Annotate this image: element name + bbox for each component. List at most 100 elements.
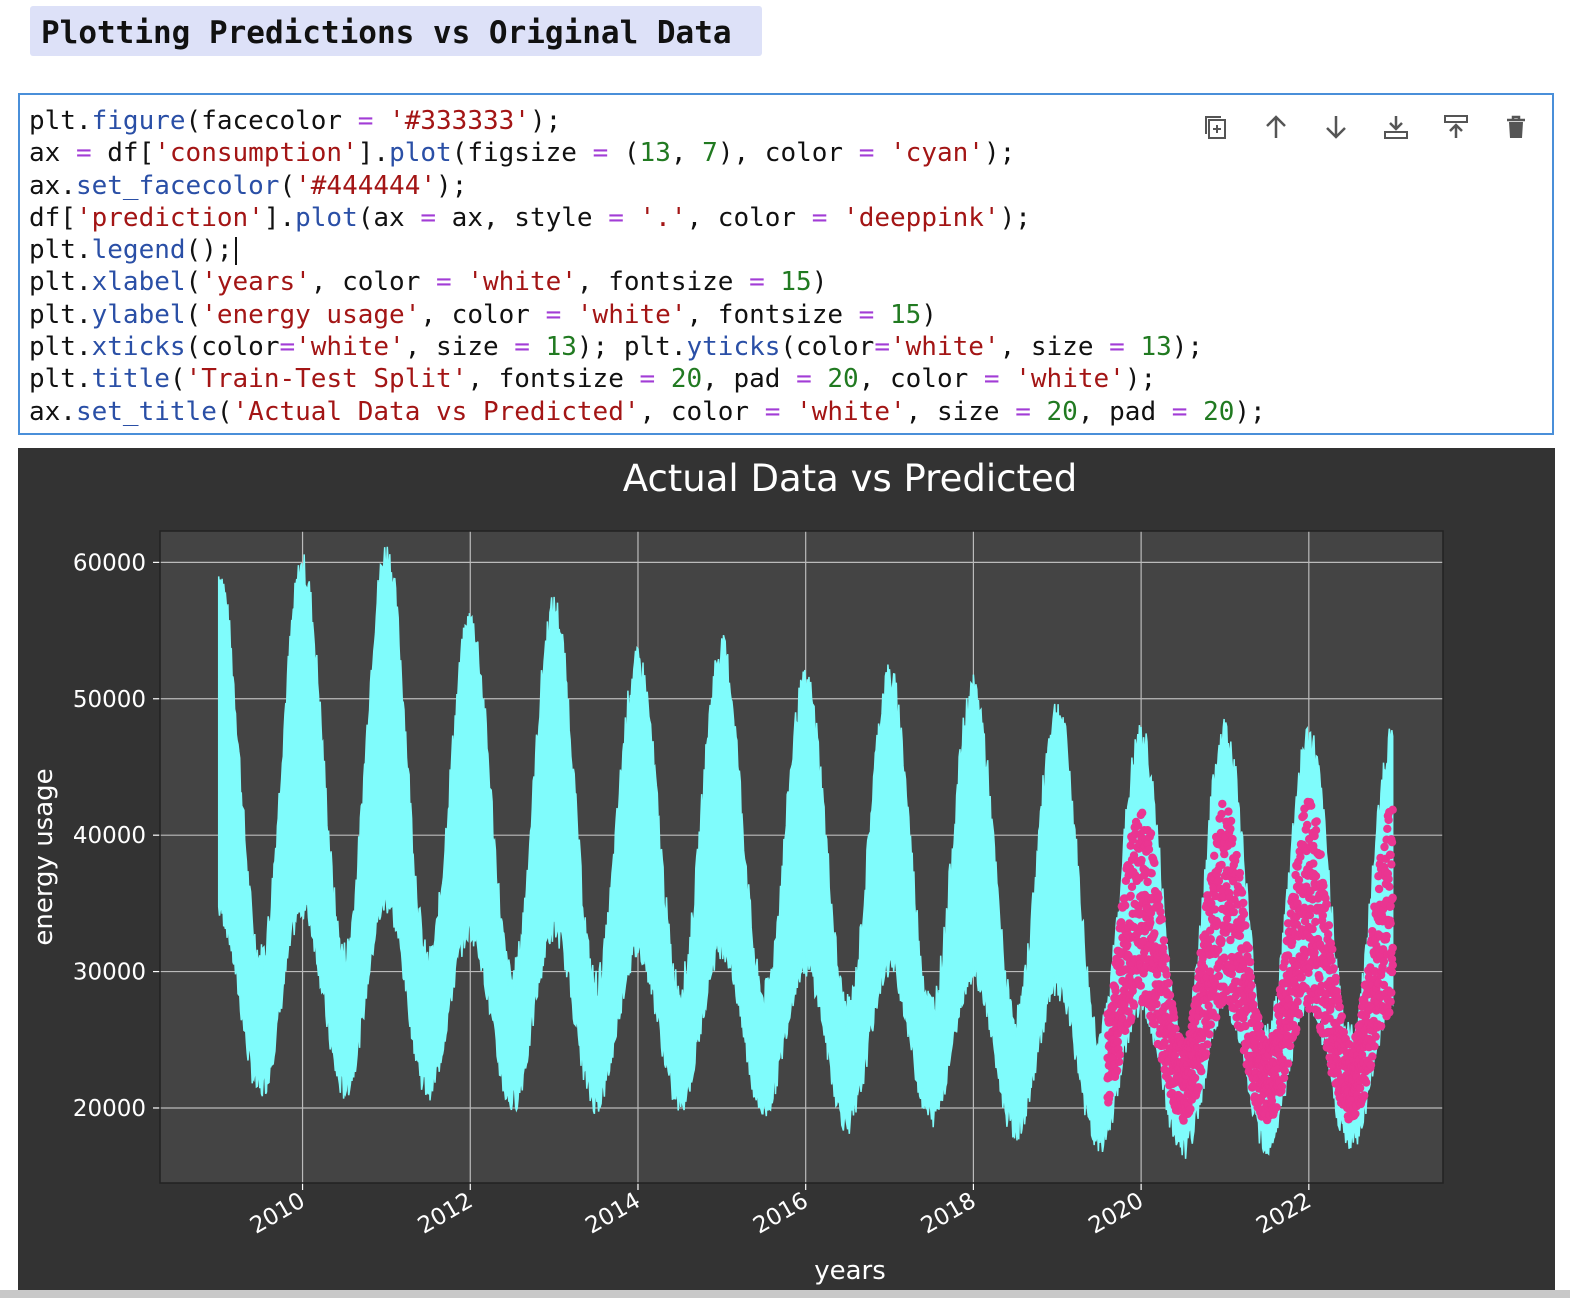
prediction-point <box>1154 893 1163 902</box>
prediction-point <box>1254 1013 1263 1022</box>
prediction-point <box>1121 901 1130 910</box>
code-token: 20 <box>1046 396 1078 427</box>
code-token <box>1125 332 1141 362</box>
prediction-point <box>1112 1066 1122 1075</box>
prediction-point <box>1280 1066 1290 1076</box>
prediction-point <box>1114 1057 1124 1066</box>
prediction-point <box>1379 980 1389 990</box>
code-token: = <box>796 364 812 395</box>
prediction-point <box>1138 808 1147 817</box>
arrow-down-button[interactable] <box>1318 109 1354 145</box>
prediction-point <box>1127 1013 1136 1023</box>
prediction-point <box>1339 1028 1349 1037</box>
code-token: , color <box>310 267 437 298</box>
prediction-point <box>1376 1021 1386 1031</box>
code-token: ylabel <box>91 299 186 330</box>
prediction-point <box>1124 951 1133 960</box>
code-token: , color <box>858 364 984 395</box>
prediction-point <box>1357 1050 1367 1060</box>
prediction-point <box>1108 1053 1118 1062</box>
prediction-point <box>1190 1073 1200 1083</box>
arrow-up-button[interactable] <box>1258 109 1294 145</box>
prediction-point <box>1226 824 1235 834</box>
prediction-point <box>1146 908 1156 918</box>
prediction-point <box>1311 826 1321 835</box>
prediction-point <box>1201 1049 1211 1058</box>
prediction-point <box>1384 815 1393 825</box>
prediction-point <box>1277 1082 1287 1091</box>
prediction-point <box>1310 948 1319 957</box>
prediction-point <box>1331 973 1340 982</box>
prediction-point <box>1150 1020 1159 1029</box>
code-token: = <box>1109 332 1125 363</box>
code-token <box>874 300 890 330</box>
insert-above-button[interactable] <box>1438 109 1474 145</box>
code-token <box>624 203 640 233</box>
prediction-point <box>1116 958 1125 968</box>
code-token: figure <box>91 106 186 136</box>
code-token: 'white' <box>1015 364 1125 395</box>
prediction-point <box>1136 981 1146 990</box>
duplicate-button[interactable] <box>1198 109 1234 145</box>
code-token: ); <box>1124 364 1157 395</box>
prediction-point <box>1283 951 1293 960</box>
code-token: plt. <box>29 364 92 395</box>
code-line: ax = df['consumption'].plot(figsize = (1… <box>29 137 1266 169</box>
code-line: df['prediction'].plot(ax = ax, style = '… <box>29 202 1266 234</box>
horizontal-scrollbar[interactable] <box>0 1290 1570 1298</box>
prediction-point <box>1113 1029 1123 1038</box>
prediction-point <box>1296 852 1305 861</box>
prediction-point <box>1324 930 1333 939</box>
code-token: '.' <box>639 202 687 233</box>
prediction-point <box>1328 945 1337 954</box>
prediction-point <box>1286 1041 1295 1051</box>
code-token: 20 <box>670 364 703 395</box>
code-token <box>1031 397 1047 427</box>
prediction-point <box>1147 869 1156 878</box>
prediction-point <box>1165 991 1175 1000</box>
code-token <box>827 203 843 233</box>
insert-above-icon <box>1444 115 1468 138</box>
chart: 2010 2012 2014 2016 2018 2020 2022200003000040… <box>18 448 1555 1290</box>
prediction-point <box>1387 838 1397 847</box>
prediction-point <box>1206 935 1216 944</box>
code-editor[interactable]: plt.figure(facecolor = '#333333'); ax = d… <box>29 105 1266 428</box>
prediction-point <box>1374 884 1384 894</box>
prediction-point <box>1226 816 1236 826</box>
prediction-point <box>1206 1020 1216 1029</box>
code-token: df[ <box>91 138 155 169</box>
prediction-point <box>1370 967 1380 976</box>
trash-button[interactable] <box>1498 109 1534 145</box>
code-token: ( <box>169 364 186 395</box>
series-group <box>217 546 1397 1159</box>
prediction-point <box>1327 956 1336 965</box>
code-token: , color <box>639 396 765 427</box>
prediction-point <box>1384 874 1393 884</box>
code-token: ax <box>29 138 76 169</box>
code-token: = <box>592 138 609 169</box>
code-cell[interactable]: plt.figure(facecolor = '#333333'); ax = d… <box>18 93 1554 435</box>
code-token <box>765 267 781 297</box>
prediction-point <box>1232 850 1241 860</box>
prediction-point <box>1157 915 1167 924</box>
code-token: ); <box>436 170 468 201</box>
code-token <box>655 364 671 394</box>
insert-below-button[interactable] <box>1378 109 1414 145</box>
prediction-point <box>1126 891 1135 900</box>
prediction-point <box>1272 1103 1281 1112</box>
prediction-point <box>1143 877 1152 887</box>
prediction-point <box>1366 1060 1376 1070</box>
code-token: plt. <box>29 235 92 266</box>
x-axis-label: years <box>814 1256 886 1286</box>
code-token: ); plt. <box>576 332 687 363</box>
prediction-point <box>1227 969 1237 979</box>
prediction-point <box>1244 943 1254 953</box>
code-token: = <box>514 332 530 363</box>
code-token: = <box>811 202 828 233</box>
prediction-point <box>1171 1024 1180 1033</box>
code-token: 7 <box>702 138 718 169</box>
prediction-point <box>1388 960 1397 970</box>
code-token: = <box>608 202 624 233</box>
code-token: 'white' <box>576 299 687 330</box>
code-token: ( <box>279 170 296 201</box>
